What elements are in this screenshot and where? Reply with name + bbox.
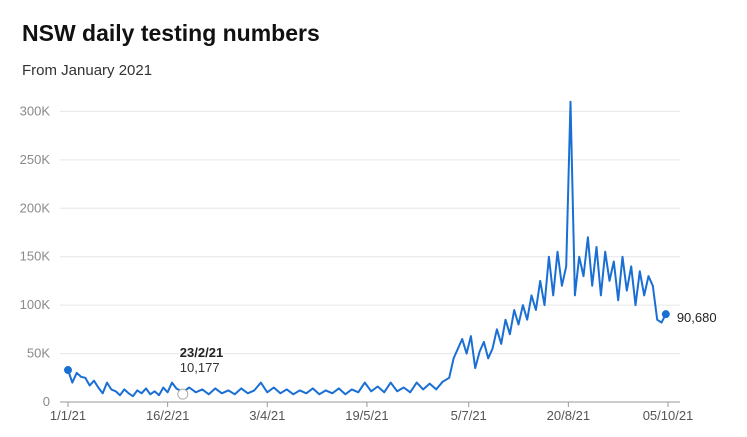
x-tick-label: 19/5/21 xyxy=(345,408,388,423)
end-value-label: 90,680 xyxy=(677,310,717,325)
x-tick-label: 05/10/21 xyxy=(643,408,694,423)
x-tick-label: 3/4/21 xyxy=(249,408,285,423)
chart-title: NSW daily testing numbers xyxy=(22,20,320,46)
y-tick-label: 0 xyxy=(43,394,50,409)
y-tick-label: 300K xyxy=(20,103,51,118)
x-tick-label: 1/1/21 xyxy=(50,408,86,423)
annotation-date: 23/2/21 xyxy=(180,345,223,360)
y-tick-label: 250K xyxy=(20,152,51,167)
y-tick-label: 50K xyxy=(27,346,50,361)
x-tick-label: 20/8/21 xyxy=(547,408,590,423)
y-tick-label: 200K xyxy=(20,200,51,215)
chart-subtitle: From January 2021 xyxy=(22,62,153,79)
annotation-marker xyxy=(177,388,189,400)
gridlines xyxy=(60,110,680,403)
y-tick-label: 100K xyxy=(20,297,51,312)
series-line xyxy=(67,100,667,398)
x-tick-label: 16/2/21 xyxy=(146,408,189,423)
y-axis-ticks: 0 50K 100K 150K 200K 250K 300K xyxy=(20,103,51,409)
x-tick-label: 5/7/21 xyxy=(451,408,487,423)
end-point-marker xyxy=(661,310,670,319)
y-tick-label: 150K xyxy=(20,249,51,264)
annotation-value: 10,177 xyxy=(180,360,220,375)
start-point-marker xyxy=(64,366,72,375)
x-axis-ticks: 1/1/21 16/2/21 3/4/21 19/5/21 5/7/21 20/8/21 0… xyxy=(50,402,693,423)
